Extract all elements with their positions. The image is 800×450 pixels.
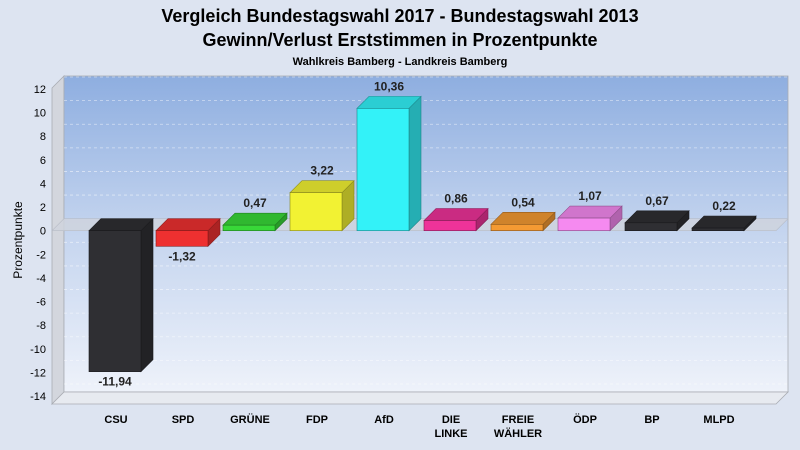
data-label: 0,54	[511, 195, 535, 209]
x-tick-label: FDP	[306, 414, 328, 426]
y-tick-label: -6	[36, 297, 46, 309]
y-axis-ticks: 12 10 8 6 4 2 0 -2 -4 -6 -8 -10 -12 -14	[30, 84, 46, 403]
x-tick-label: LINKE	[435, 428, 468, 440]
bar-front	[289, 192, 343, 231]
data-label: 3,22	[310, 164, 334, 178]
x-tick-label: CSU	[104, 414, 127, 426]
x-tick-label: GRÜNE	[230, 413, 270, 426]
x-tick-label: SPD	[172, 414, 195, 426]
bar-front	[691, 227, 745, 231]
y-tick-label: 8	[40, 131, 46, 143]
bar-5: 0,86	[423, 192, 489, 232]
bar-front	[557, 217, 611, 231]
data-label: 1,07	[578, 189, 602, 203]
bar-2: 0,47	[222, 196, 288, 232]
data-label: 0,22	[712, 199, 736, 213]
data-label: -1,32	[168, 249, 196, 263]
data-label: 0,47	[243, 196, 267, 210]
bar-front	[624, 222, 678, 231]
bar-3: 3,22	[289, 164, 355, 232]
y-tick-label: -4	[36, 273, 46, 285]
data-label: -11,94	[98, 375, 132, 389]
y-tick-label: -10	[30, 344, 46, 356]
x-tick-label: WÄHLER	[494, 427, 542, 440]
bar-0: -11,94	[88, 217, 154, 389]
x-tick-label: BP	[644, 414, 659, 426]
bar-7: 1,07	[557, 189, 623, 232]
chart-subtitle: Wahlkreis Bamberg - Landkreis Bamberg	[293, 56, 508, 68]
bar-front	[423, 220, 477, 231]
x-tick-label: FREIE	[502, 414, 534, 426]
y-tick-label: 10	[34, 108, 46, 120]
plot-floor	[51, 391, 789, 405]
data-label: 0,86	[444, 192, 468, 206]
data-label: 0,67	[645, 194, 669, 208]
chart-title-line1: Vergleich Bundestagswahl 2017 - Bundesta…	[161, 6, 638, 26]
y-tick-label: 0	[40, 226, 46, 238]
bar-side	[408, 95, 422, 232]
y-tick-label: -14	[30, 391, 46, 403]
y-tick-label: -8	[36, 320, 46, 332]
data-label: 10,36	[374, 79, 404, 93]
x-tick-label: ÖDP	[573, 413, 597, 426]
x-tick-label: AfD	[374, 414, 394, 426]
y-tick-label: 2	[40, 202, 46, 214]
y-axis-label: Prozentpunkte	[11, 201, 25, 279]
bar-side	[140, 217, 154, 373]
bar-8: 0,67	[624, 194, 690, 232]
bar-front	[155, 230, 209, 247]
bar-6: 0,54	[490, 195, 556, 232]
bar-front	[356, 108, 410, 231]
bars: -11,94 -1,32 0,47 3,22 10,36 0,86 0,54 1,07 0,67…	[88, 79, 757, 389]
bar-front	[490, 224, 544, 231]
bar-9: 0,22	[691, 199, 757, 232]
bar-front	[88, 230, 142, 372]
x-tick-label: MLPD	[703, 414, 734, 426]
y-tick-label: 12	[34, 84, 46, 96]
y-tick-label: -12	[30, 367, 46, 379]
y-tick-label: -2	[36, 249, 46, 261]
x-tick-label: DIE	[442, 414, 460, 426]
bar-front	[222, 224, 276, 231]
bar-4: 10,36	[356, 79, 422, 232]
chart-title-line2: Gewinn/Verlust Erststimmen in Prozentpun…	[202, 30, 597, 50]
y-tick-label: 6	[40, 155, 46, 167]
y-tick-label: 4	[40, 178, 46, 190]
plot-side-wall	[51, 75, 65, 405]
bar-1: -1,32	[155, 217, 221, 263]
